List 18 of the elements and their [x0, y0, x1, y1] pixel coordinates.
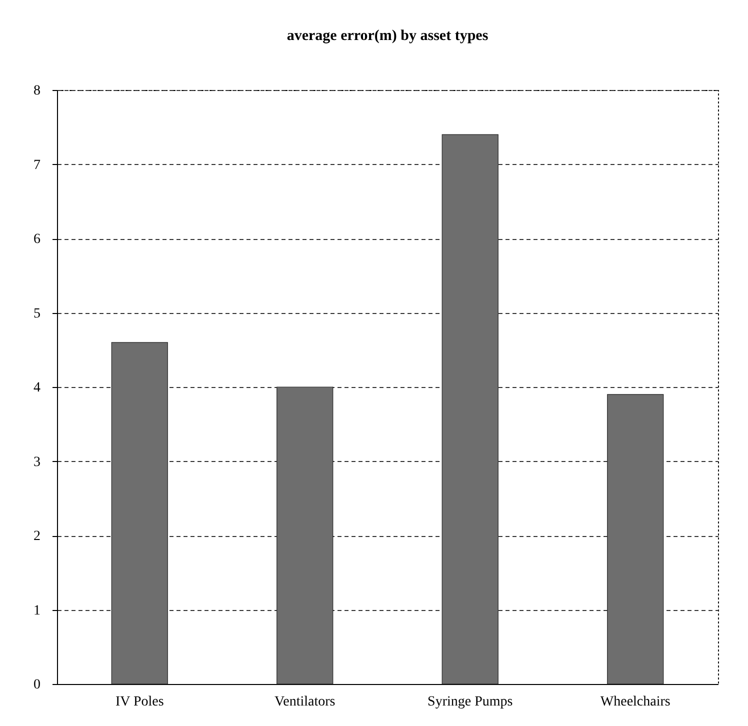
y-tick-label: 1 [34, 603, 40, 618]
y-tick-label: 6 [34, 232, 40, 247]
y-tick-label: 5 [34, 306, 40, 322]
y-tick-label: 8 [34, 84, 40, 98]
chart-title: average error(m) by asset types [286, 28, 488, 44]
x-tick-label: IV Poles [115, 694, 164, 710]
bar [111, 342, 168, 684]
y-tick-label: 3 [34, 454, 40, 470]
y-tick-label: 2 [34, 529, 40, 544]
y-tick-label: 7 [34, 158, 40, 173]
bar [442, 134, 498, 684]
y-tick-label: 0 [34, 678, 40, 692]
bar [607, 394, 664, 684]
bar [276, 386, 334, 684]
x-tick-label: Wheelchairs [600, 694, 670, 710]
x-tick-label: Syringe Pumps [428, 694, 513, 710]
y-tick-label: 4 [34, 380, 40, 396]
x-tick-label: Ventilators [274, 694, 336, 710]
